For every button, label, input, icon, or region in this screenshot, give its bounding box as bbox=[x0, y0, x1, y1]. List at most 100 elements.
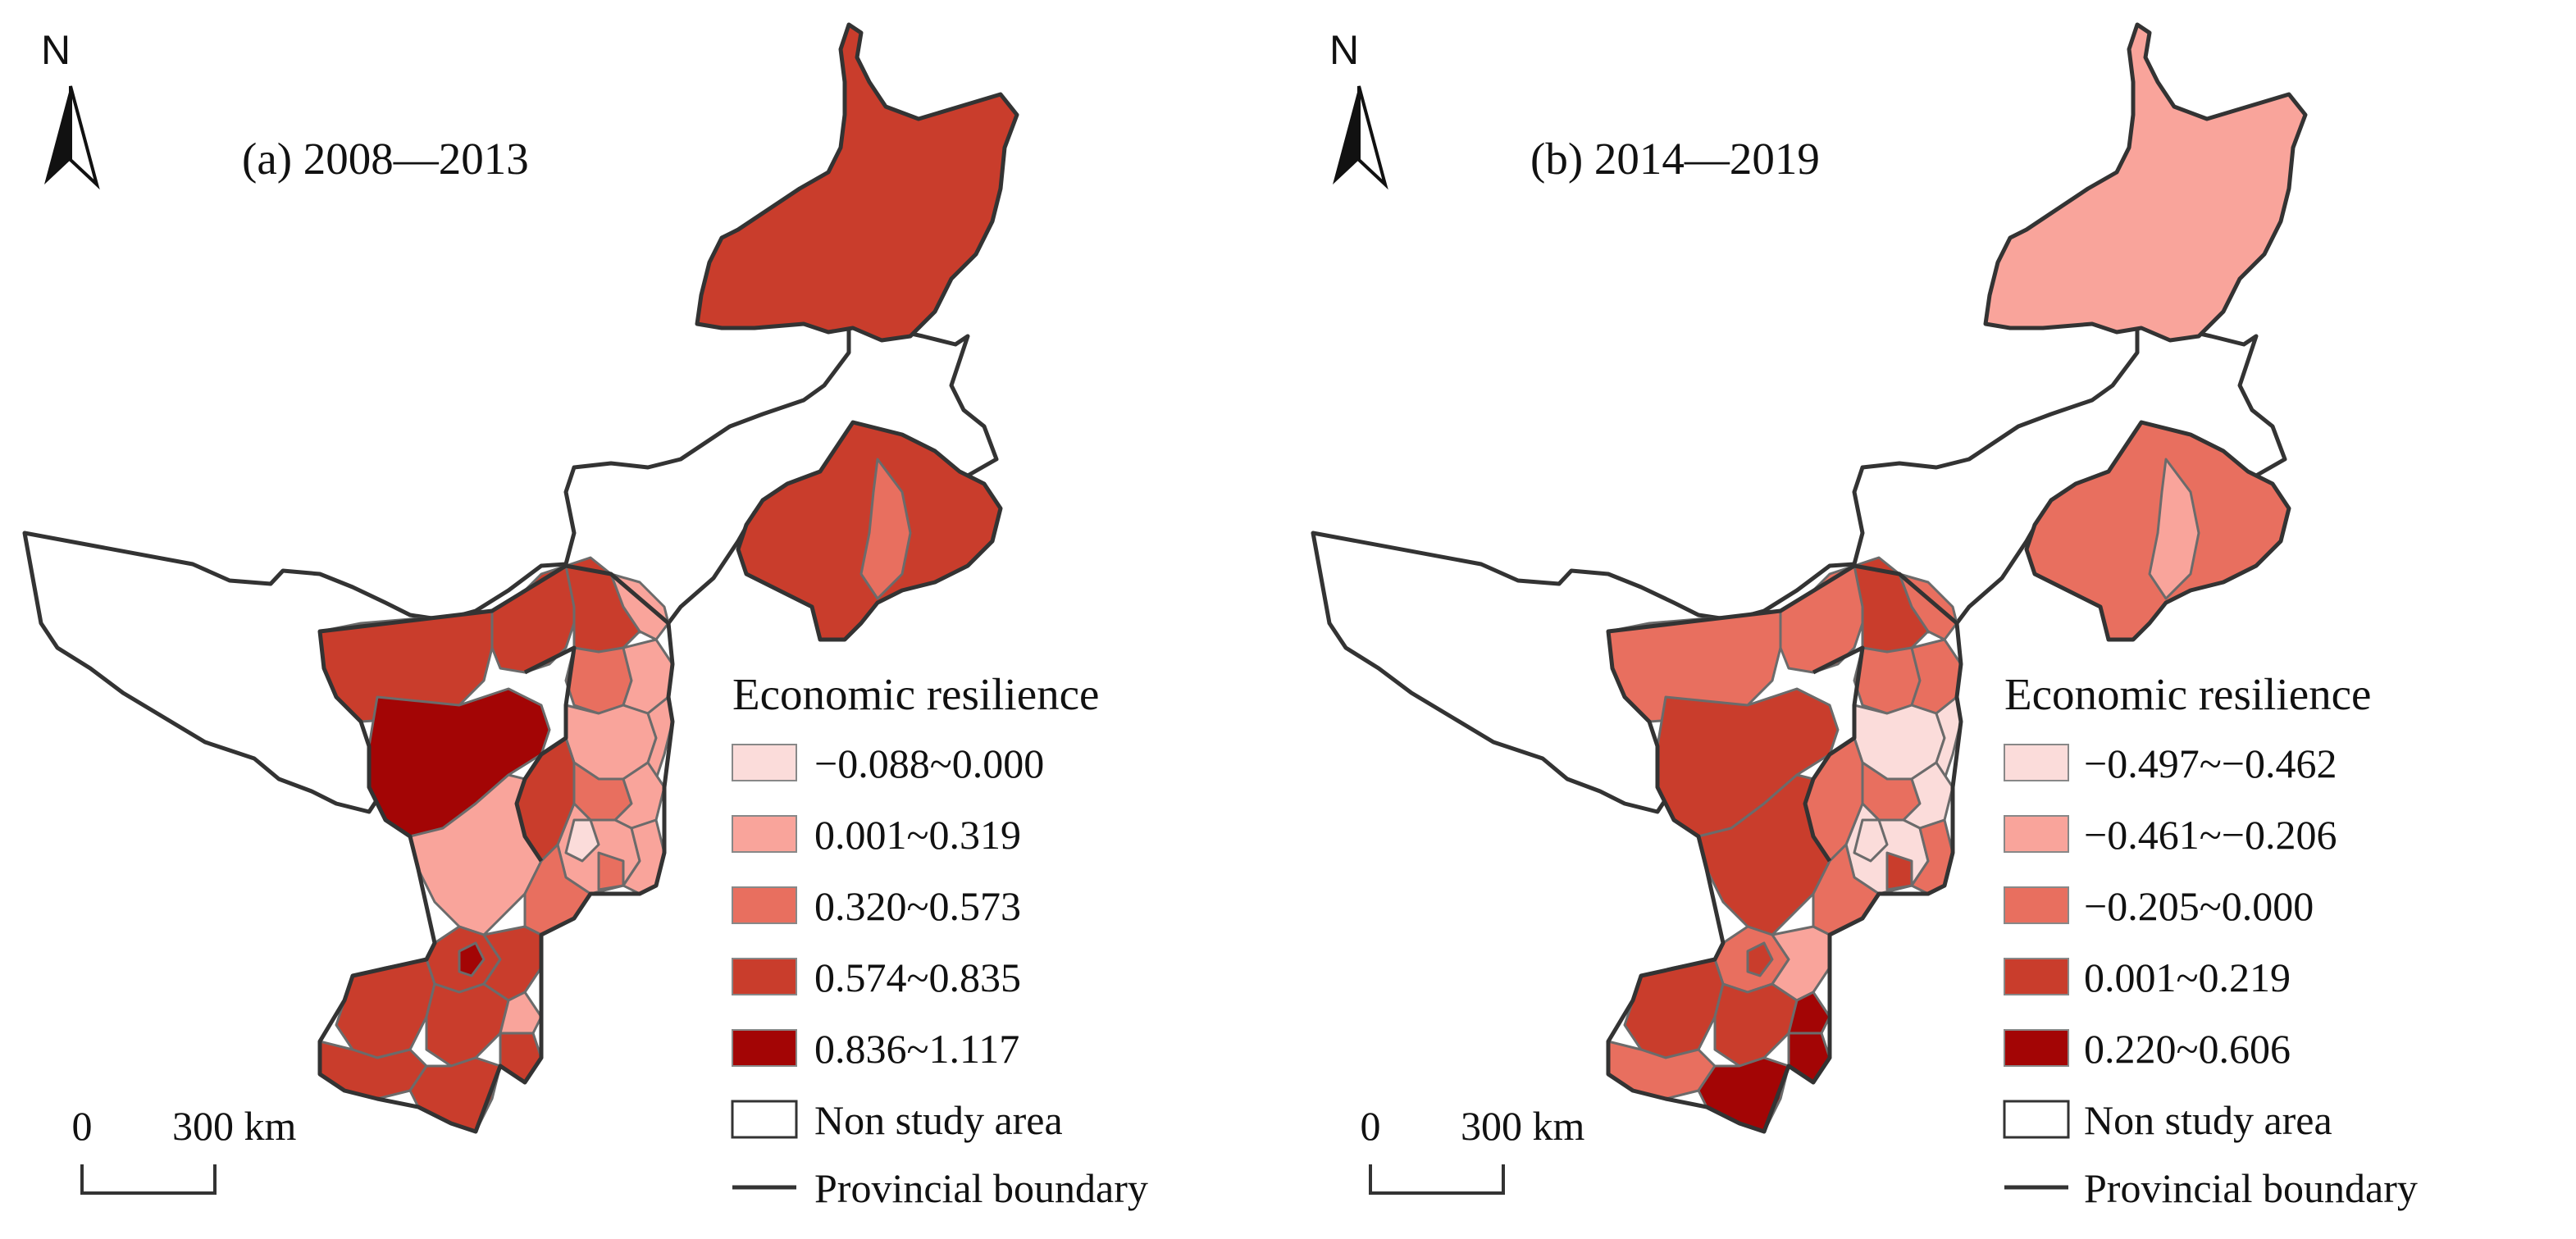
non-study-area-west bbox=[22, 326, 999, 814]
legend-swatch bbox=[2004, 815, 2069, 853]
region bbox=[1697, 1056, 1790, 1133]
legend-label: −0.461~−0.206 bbox=[2084, 812, 2337, 858]
scale-zero-label: 0 bbox=[1361, 1103, 1381, 1149]
region bbox=[490, 564, 576, 674]
region bbox=[499, 991, 543, 1035]
scale-zero-label: 0 bbox=[72, 1103, 93, 1149]
region bbox=[425, 982, 510, 1068]
legend-swatch bbox=[732, 958, 797, 995]
legend-label: Provincial boundary bbox=[814, 1165, 1148, 1211]
legend: Economic resilience −0.088~0.000 0.001~0… bbox=[731, 669, 1148, 1211]
provincial-boundary-line bbox=[514, 645, 577, 863]
provincial-boundary-line bbox=[317, 563, 675, 1134]
legend-label: 0.574~0.835 bbox=[814, 954, 1021, 1000]
region bbox=[458, 941, 486, 977]
region bbox=[695, 23, 1019, 342]
legend-class-3: 0.574~0.835 bbox=[732, 954, 1021, 1000]
legend-label: −0.205~0.000 bbox=[2084, 883, 2314, 929]
region bbox=[1746, 941, 1774, 977]
provincial-boundary-line bbox=[695, 22, 1019, 343]
provincial-boundary-line bbox=[736, 420, 1003, 642]
region bbox=[1787, 1032, 1831, 1084]
scale-bar-line bbox=[80, 1164, 217, 1195]
legend-class-2: −0.205~0.000 bbox=[2004, 883, 2314, 929]
legend-label: −0.088~0.000 bbox=[814, 740, 1044, 786]
legend-swatch bbox=[732, 1029, 797, 1067]
north-label: N bbox=[1329, 27, 1359, 73]
legend-swatch bbox=[732, 886, 797, 924]
legend-swatch bbox=[2004, 1029, 2069, 1067]
scale-distance-label: 300 km bbox=[1461, 1103, 1585, 1149]
region bbox=[564, 818, 600, 863]
map-layer-a bbox=[22, 22, 1019, 1134]
region bbox=[408, 1056, 502, 1133]
legend-class-1: −0.461~−0.206 bbox=[2004, 812, 2337, 858]
north-arrow-right-icon bbox=[1357, 85, 1388, 190]
legend-boundary: Provincial boundary bbox=[2004, 1165, 2418, 1211]
map-layer-b bbox=[1311, 22, 2308, 1134]
provincial-boundary-line bbox=[1803, 645, 1865, 863]
north-arrow-left-icon bbox=[44, 86, 71, 184]
legend-swatch bbox=[731, 1100, 798, 1139]
legend-boundary: Provincial boundary bbox=[732, 1165, 1148, 1211]
legend-label: Provincial boundary bbox=[2084, 1165, 2418, 1211]
legend: Economic resilience −0.497~−0.462 −0.461… bbox=[2003, 669, 2418, 1211]
region bbox=[1853, 646, 1922, 715]
legend-class-0: −0.088~0.000 bbox=[732, 740, 1044, 786]
region bbox=[564, 556, 641, 654]
legend-class-4: 0.220~0.606 bbox=[2004, 1026, 2291, 1072]
non-study-area-west bbox=[1311, 326, 2287, 814]
legend-class-3: 0.001~0.219 bbox=[2004, 954, 2291, 1000]
north-arrow-left-icon bbox=[1333, 86, 1359, 184]
legend-swatch bbox=[732, 744, 797, 781]
provincial-boundary-line bbox=[1606, 563, 1963, 1134]
legend-class-0: −0.497~−0.462 bbox=[2004, 740, 2337, 786]
legend-label: Non study area bbox=[2084, 1097, 2332, 1143]
region bbox=[564, 646, 633, 715]
scale-bar: 0 300 km bbox=[1361, 1103, 1585, 1195]
region bbox=[597, 851, 625, 891]
legend-class-4: 0.836~1.117 bbox=[732, 1026, 1019, 1072]
north-arrow: N bbox=[41, 27, 100, 190]
legend-non-study: Non study area bbox=[2003, 1097, 2332, 1143]
legend-swatch bbox=[732, 815, 797, 853]
region bbox=[859, 458, 912, 600]
legend-non-study: Non study area bbox=[731, 1097, 1063, 1143]
scale-distance-label: 300 km bbox=[172, 1103, 297, 1149]
region bbox=[609, 572, 670, 641]
legend-label: 0.220~0.606 bbox=[2084, 1026, 2291, 1072]
region bbox=[1853, 556, 1930, 654]
legend-swatch bbox=[2004, 886, 2069, 924]
region bbox=[1898, 572, 1958, 641]
legend-label: −0.497~−0.462 bbox=[2084, 740, 2337, 786]
north-arrow-right-icon bbox=[69, 85, 100, 190]
region bbox=[1623, 958, 1725, 1059]
legend-swatch bbox=[2004, 958, 2069, 995]
legend-label: Non study area bbox=[814, 1097, 1063, 1143]
region bbox=[1787, 991, 1831, 1035]
region bbox=[1984, 23, 2307, 342]
map-b: N (b) 2014—2019 0 300 km Economic resili… bbox=[1311, 22, 2418, 1211]
region bbox=[1713, 982, 1799, 1068]
provincial-boundary-line bbox=[1983, 22, 2308, 343]
region bbox=[335, 958, 436, 1059]
legend-swatch bbox=[2003, 1100, 2070, 1139]
legend-class-2: 0.320~0.573 bbox=[732, 883, 1021, 929]
legend-label: 0.001~0.319 bbox=[814, 812, 1021, 858]
map-a: N (a) 2008—2013 0 300 km Economic resili… bbox=[22, 22, 1148, 1211]
provincial-boundary-line bbox=[2024, 420, 2291, 642]
legend-swatch bbox=[2004, 744, 2069, 781]
map-panel-a: N (a) 2008—2013 0 300 km Economic resili… bbox=[22, 22, 1148, 1211]
region bbox=[499, 1032, 543, 1084]
panel-title: (a) 2008—2013 bbox=[242, 134, 529, 184]
legend-title: Economic resilience bbox=[732, 669, 1099, 719]
legend-label: 0.836~1.117 bbox=[814, 1026, 1019, 1072]
legend-label: 0.001~0.219 bbox=[2084, 954, 2291, 1000]
region bbox=[1853, 818, 1889, 863]
legend-label: 0.320~0.573 bbox=[814, 883, 1021, 929]
panel-title: (b) 2014—2019 bbox=[1530, 134, 1820, 184]
scale-bar-line bbox=[1369, 1164, 1505, 1195]
region bbox=[2148, 458, 2200, 600]
north-arrow: N bbox=[1329, 27, 1388, 190]
map-panel-b: N (b) 2014—2019 0 300 km Economic resili… bbox=[1288, 0, 2576, 1239]
